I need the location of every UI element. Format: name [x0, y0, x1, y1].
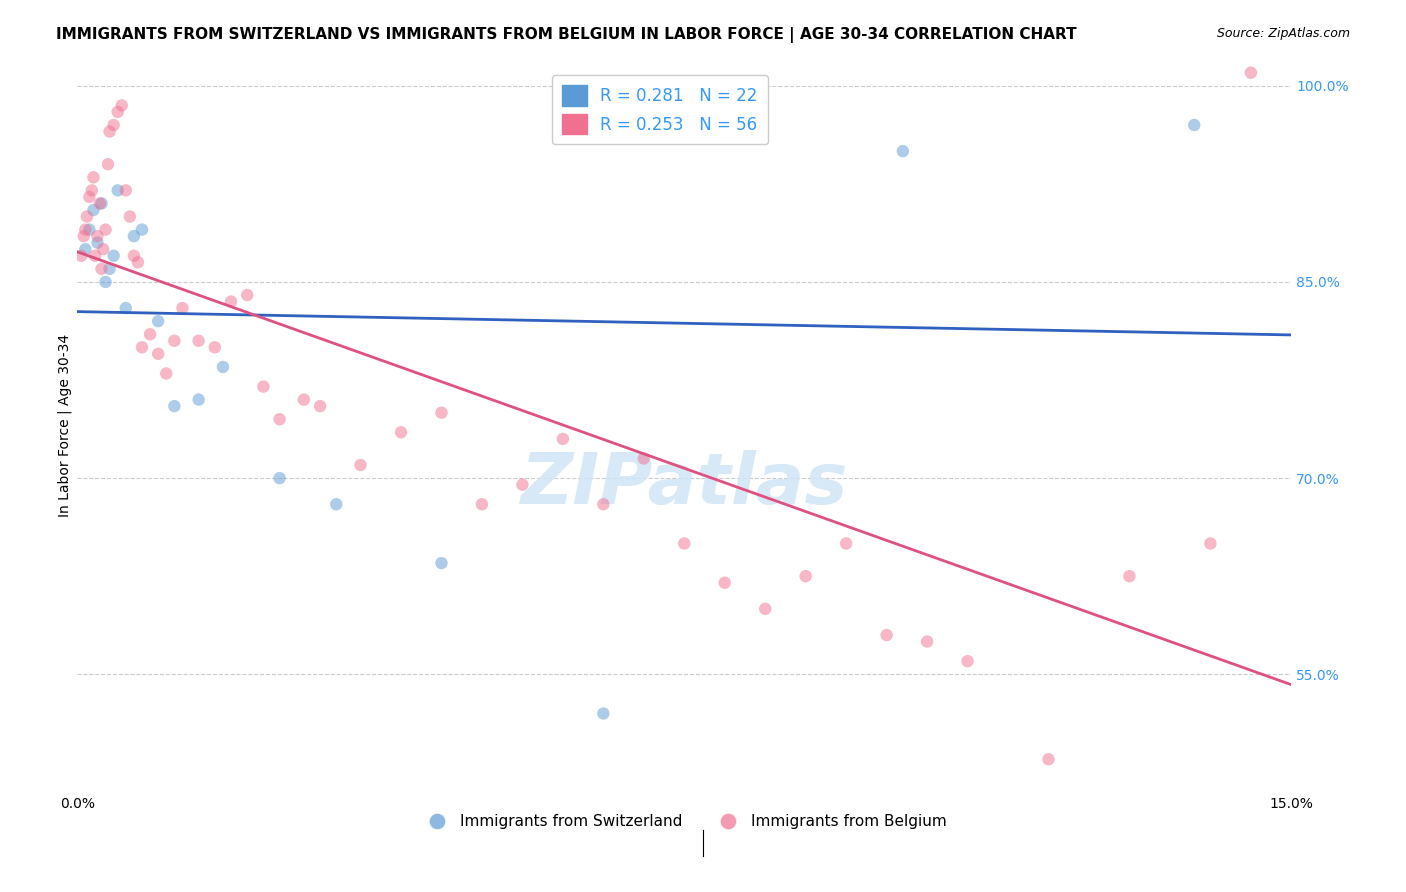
Point — [430, 406, 453, 420]
Text: IMMIGRANTS FROM SWITZERLAND VS IMMIGRANTS FROM BELGIUM IN LABOR FORCE | AGE 30-3: IMMIGRANTS FROM SWITZERLAND VS IMMIGRANT… — [56, 27, 1077, 43]
Point — [82, 170, 104, 185]
Point — [90, 196, 112, 211]
Point — [512, 477, 534, 491]
Point — [131, 340, 153, 354]
Point — [139, 327, 162, 342]
Point — [1199, 536, 1222, 550]
Point — [252, 379, 274, 393]
Point — [673, 536, 696, 550]
Point — [219, 294, 242, 309]
Point — [111, 98, 134, 112]
Point — [148, 314, 170, 328]
Point — [236, 288, 259, 302]
Point — [187, 392, 209, 407]
Point — [155, 367, 177, 381]
Point — [70, 249, 93, 263]
Point — [794, 569, 817, 583]
Point — [114, 183, 136, 197]
Point — [80, 183, 103, 197]
Point — [1118, 569, 1140, 583]
Point — [76, 210, 98, 224]
Point — [86, 229, 108, 244]
Point — [94, 275, 117, 289]
Point — [292, 392, 315, 407]
Point — [103, 118, 125, 132]
Point — [754, 602, 776, 616]
Text: ZIPatlas: ZIPatlas — [520, 450, 848, 519]
Point — [122, 249, 145, 263]
Point — [75, 222, 97, 236]
Point — [713, 575, 735, 590]
Y-axis label: In Labor Force | Age 30-34: In Labor Force | Age 30-34 — [58, 334, 72, 517]
Point — [187, 334, 209, 348]
Point — [122, 229, 145, 244]
Point — [75, 242, 97, 256]
Point — [430, 556, 453, 570]
Point — [163, 334, 186, 348]
Point — [891, 144, 914, 158]
Point — [172, 301, 194, 315]
Point — [389, 425, 412, 440]
Point — [633, 451, 655, 466]
Point — [107, 183, 129, 197]
Point — [956, 654, 979, 668]
Point — [127, 255, 149, 269]
Point — [269, 412, 291, 426]
Point — [148, 347, 170, 361]
Point — [269, 471, 291, 485]
Point — [1182, 118, 1205, 132]
Point — [82, 202, 104, 217]
Point — [114, 301, 136, 315]
Point — [1038, 752, 1060, 766]
Point — [835, 536, 858, 550]
Point — [86, 235, 108, 250]
Point — [325, 497, 347, 511]
Point — [471, 497, 494, 511]
Point — [592, 706, 614, 721]
Point — [103, 249, 125, 263]
Point — [98, 261, 121, 276]
Point — [212, 359, 235, 374]
Point — [107, 104, 129, 119]
Point — [98, 124, 121, 138]
Point — [84, 249, 107, 263]
Point — [131, 222, 153, 236]
Legend: Immigrants from Switzerland, Immigrants from Belgium: Immigrants from Switzerland, Immigrants … — [416, 808, 953, 836]
Point — [73, 229, 96, 244]
Point — [309, 399, 332, 413]
Point — [915, 634, 938, 648]
Point — [79, 190, 101, 204]
Point — [90, 261, 112, 276]
Point — [91, 242, 114, 256]
Point — [1240, 65, 1263, 79]
Point — [349, 458, 371, 472]
Point — [79, 222, 101, 236]
Point — [163, 399, 186, 413]
Point — [551, 432, 574, 446]
Text: Source: ZipAtlas.com: Source: ZipAtlas.com — [1216, 27, 1350, 40]
Point — [592, 497, 614, 511]
Point — [118, 210, 141, 224]
Point — [94, 222, 117, 236]
Point — [97, 157, 120, 171]
Point — [89, 196, 111, 211]
Point — [204, 340, 226, 354]
Point — [876, 628, 898, 642]
